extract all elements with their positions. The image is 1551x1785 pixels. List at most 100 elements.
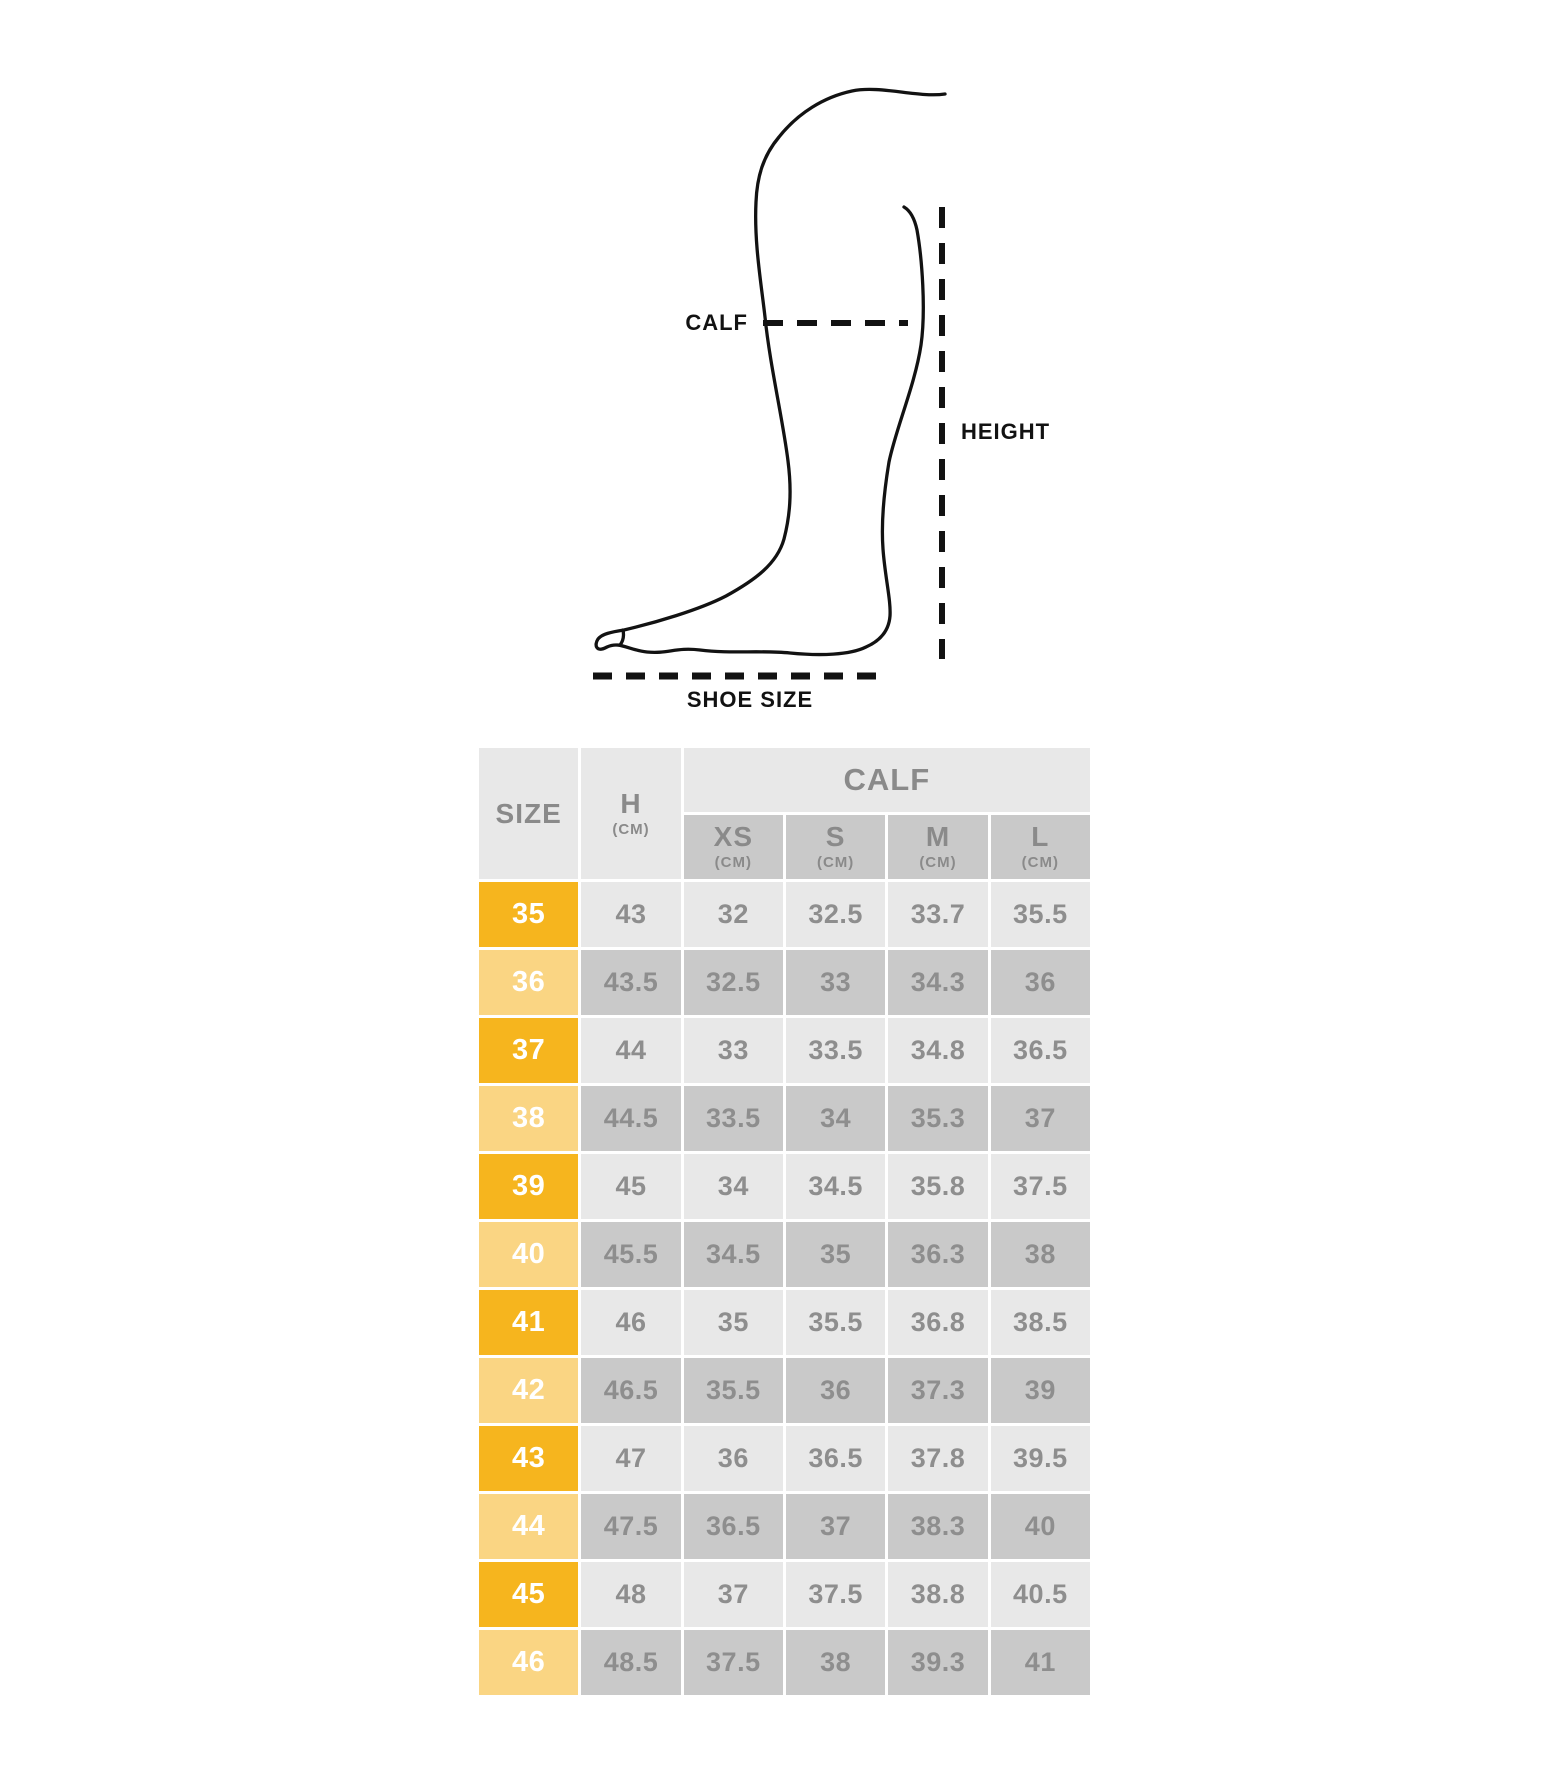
l-value-cell: 41 (990, 1630, 1090, 1695)
h-value-cell: 44.5 (581, 1086, 681, 1151)
m-value-cell: 39.3 (888, 1630, 988, 1695)
height-measure-label: HEIGHT (961, 419, 1051, 444)
m-value-cell: 35.3 (888, 1086, 988, 1151)
column-header-size: SIZE (479, 748, 579, 879)
size-cell: 35 (479, 882, 579, 947)
column-header-calf-xs: XS (CM) (683, 815, 783, 879)
size-row-45: 45 48 37 37.5 38.8 40.5 (479, 1562, 1090, 1627)
xs-value-cell: 35 (683, 1290, 783, 1355)
size-row-43: 43 47 36 36.5 37.8 39.5 (479, 1426, 1090, 1491)
column-header-calf-m: M (CM) (888, 815, 988, 879)
xs-value-cell: 33.5 (683, 1086, 783, 1151)
m-value-cell: 36.3 (888, 1222, 988, 1287)
leg-outline-path (594, 87, 947, 657)
calf-l-label: L (1031, 821, 1050, 852)
xs-value-cell: 32.5 (683, 950, 783, 1015)
main-header-row: SIZE H (CM) CALF (479, 748, 1090, 879)
calf-subheader-row: XS (CM) S (CM) M (CM) L (CM) (479, 815, 1090, 879)
column-header-calf-l: L (CM) (990, 815, 1090, 879)
calf-s-label: S (825, 821, 846, 852)
size-table-body: 35 43 32 32.5 33.7 35.5 36 43.5 32.5 33 34.3 36 37 44… (479, 882, 1090, 1695)
l-value-cell: 37 (990, 1086, 1090, 1151)
size-cell: 42 (479, 1358, 579, 1423)
l-value-cell: 38 (990, 1222, 1090, 1287)
l-value-cell: 40 (990, 1494, 1090, 1559)
m-value-cell: 37.8 (888, 1426, 988, 1491)
m-value-cell: 37.3 (888, 1358, 988, 1423)
size-row-42: 42 46.5 35.5 36 37.3 39 (479, 1358, 1090, 1423)
size-row-35: 35 43 32 32.5 33.7 35.5 (479, 882, 1090, 947)
size-row-44: 44 47.5 36.5 37 38.3 40 (479, 1494, 1090, 1559)
xs-value-cell: 33 (683, 1018, 783, 1083)
s-value-cell: 36.5 (785, 1426, 886, 1491)
h-value-cell: 48 (581, 1562, 681, 1627)
xs-value-cell: 36.5 (683, 1494, 783, 1559)
h-value-cell: 44 (581, 1018, 681, 1083)
l-value-cell: 39 (990, 1358, 1090, 1423)
xs-value-cell: 37.5 (683, 1630, 783, 1695)
l-value-cell: 36 (990, 950, 1090, 1015)
s-value-cell: 37 (785, 1494, 886, 1559)
l-value-cell: 35.5 (990, 882, 1090, 947)
shoe-size-measure-label: SHOE SIZE (686, 687, 814, 712)
m-value-cell: 33.7 (888, 882, 988, 947)
m-value-cell: 35.8 (888, 1154, 988, 1219)
l-value-cell: 36.5 (990, 1018, 1090, 1083)
size-row-36: 36 43.5 32.5 33 34.3 36 (479, 950, 1090, 1015)
m-value-cell: 38.3 (888, 1494, 988, 1559)
s-value-cell: 33 (785, 950, 886, 1015)
s-value-cell: 36 (785, 1358, 886, 1423)
s-value-cell: 34.5 (785, 1154, 886, 1219)
size-row-46: 46 48.5 37.5 38 39.3 41 (479, 1630, 1090, 1695)
m-value-cell: 34.3 (888, 950, 988, 1015)
size-row-39: 39 45 34 34.5 35.8 37.5 (479, 1154, 1090, 1219)
xs-value-cell: 37 (683, 1562, 783, 1627)
column-header-height: H (CM) (581, 748, 681, 879)
toe-inner-line (618, 628, 626, 647)
calf-xs-label: XS (713, 821, 753, 852)
size-cell: 38 (479, 1086, 579, 1151)
size-cell: 39 (479, 1154, 579, 1219)
xs-value-cell: 32 (683, 882, 783, 947)
column-header-height-unit: (CM) (612, 820, 650, 838)
l-value-cell: 38.5 (990, 1290, 1090, 1355)
size-row-37: 37 44 33 33.5 34.8 36.5 (479, 1018, 1090, 1083)
size-chart-table: SIZE H (CM) CALF XS (CM) S (CM) M ( (476, 745, 1093, 1698)
calf-m-label: M (925, 821, 951, 852)
s-value-cell: 34 (785, 1086, 886, 1151)
h-value-cell: 47.5 (581, 1494, 681, 1559)
calf-m-unit: (CM) (919, 854, 957, 871)
calf-s-unit: (CM) (816, 854, 855, 871)
h-value-cell: 46 (581, 1290, 681, 1355)
s-value-cell: 38 (785, 1630, 886, 1695)
calf-measure-label: CALF (685, 310, 748, 335)
size-cell: 37 (479, 1018, 579, 1083)
h-value-cell: 46.5 (581, 1358, 681, 1423)
h-value-cell: 48.5 (581, 1630, 681, 1695)
size-cell: 41 (479, 1290, 579, 1355)
m-value-cell: 36.8 (888, 1290, 988, 1355)
size-cell: 36 (479, 950, 579, 1015)
size-cell: 43 (479, 1426, 579, 1491)
xs-value-cell: 35.5 (683, 1358, 783, 1423)
size-row-38: 38 44.5 33.5 34 35.3 37 (479, 1086, 1090, 1151)
m-value-cell: 34.8 (888, 1018, 988, 1083)
calf-xs-unit: (CM) (714, 854, 752, 871)
xs-value-cell: 34 (683, 1154, 783, 1219)
s-value-cell: 33.5 (785, 1018, 886, 1083)
m-value-cell: 38.8 (888, 1562, 988, 1627)
s-value-cell: 35 (785, 1222, 886, 1287)
s-value-cell: 35.5 (785, 1290, 886, 1355)
h-value-cell: 43.5 (581, 950, 681, 1015)
calf-l-unit: (CM) (1021, 854, 1059, 871)
size-cell: 45 (479, 1562, 579, 1627)
l-value-cell: 37.5 (990, 1154, 1090, 1219)
xs-value-cell: 34.5 (683, 1222, 783, 1287)
column-header-calf-s: S (CM) (785, 815, 886, 879)
size-cell: 44 (479, 1494, 579, 1559)
xs-value-cell: 36 (683, 1426, 783, 1491)
h-value-cell: 45.5 (581, 1222, 681, 1287)
column-header-height-label: H (620, 787, 642, 819)
